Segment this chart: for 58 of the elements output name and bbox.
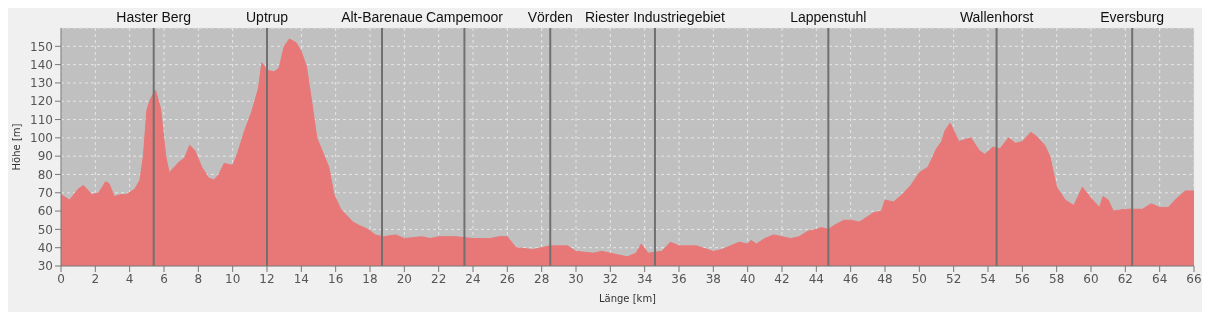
x-tick-label: 24 xyxy=(465,271,481,286)
x-axis-title: Länge [km] xyxy=(598,293,657,304)
y-tick-label: 90 xyxy=(37,149,53,164)
y-tick-label: 70 xyxy=(37,186,53,201)
x-tick-label: 28 xyxy=(534,271,550,286)
x-tick-label: 30 xyxy=(568,271,584,286)
x-tick-label: 18 xyxy=(362,271,378,286)
ref-line-label: Vörden xyxy=(527,9,573,25)
x-tick-label: 54 xyxy=(980,271,996,286)
x-tick-label: 20 xyxy=(396,271,412,286)
ref-line-label: Riester Industriegebiet xyxy=(584,9,726,25)
ref-line-label: Campemoor xyxy=(425,9,504,25)
x-tick-label: 0 xyxy=(57,271,65,286)
x-tick-label: 14 xyxy=(293,271,309,286)
x-tick-label: 42 xyxy=(774,271,790,286)
x-tick-label: 16 xyxy=(328,271,344,286)
x-tick-label: 6 xyxy=(160,271,168,286)
y-tick-label: 50 xyxy=(37,222,53,237)
ref-line-label: Uptrup xyxy=(245,9,289,25)
y-tick-label: 100 xyxy=(30,131,53,146)
x-tick-label: 66 xyxy=(1186,271,1202,286)
x-tick-label: 22 xyxy=(431,271,447,286)
x-tick-label: 4 xyxy=(125,271,134,286)
y-tick-label: 40 xyxy=(37,240,53,255)
x-tick-label: 62 xyxy=(1117,271,1133,286)
x-tick-label: 44 xyxy=(808,271,824,286)
y-tick-label: 120 xyxy=(30,94,53,109)
x-tick-label: 46 xyxy=(843,271,859,286)
x-tick-label: 36 xyxy=(671,271,687,286)
y-tick-label: 80 xyxy=(37,167,53,182)
y-tick-label: 30 xyxy=(37,259,53,274)
x-tick-label: 8 xyxy=(194,271,203,286)
x-tick-label: 2 xyxy=(91,271,100,286)
x-tick-label: 38 xyxy=(705,271,721,286)
y-tick-label: 130 xyxy=(30,76,53,91)
x-tick-label: 34 xyxy=(637,271,653,286)
ref-line-label: Lappenstuhl xyxy=(790,9,867,25)
x-tick-label: 52 xyxy=(946,271,962,286)
x-tick-label: 26 xyxy=(499,271,515,286)
x-tick-label: 12 xyxy=(259,271,275,286)
x-tick-label: 32 xyxy=(602,271,618,286)
y-tick-label: 60 xyxy=(37,204,53,219)
ref-line-label: Alt-Barenaue xyxy=(341,9,424,25)
x-tick-label: 60 xyxy=(1083,271,1099,286)
x-tick-label: 48 xyxy=(877,271,893,286)
x-tick-label: 50 xyxy=(911,271,927,286)
y-tick-label: 150 xyxy=(30,39,53,54)
x-tick-label: 58 xyxy=(1049,271,1065,286)
ref-line-label: Haster Berg xyxy=(116,9,192,25)
x-tick-label: 64 xyxy=(1152,271,1168,286)
x-tick-label: 40 xyxy=(740,271,756,286)
x-tick-label: 10 xyxy=(225,271,241,286)
ref-line-label: Eversburg xyxy=(1100,9,1165,25)
ref-line-label: Wallenhorst xyxy=(959,9,1034,25)
y-tick-label: 110 xyxy=(30,112,53,127)
y-tick-label: 140 xyxy=(30,57,53,72)
x-tick-label: 56 xyxy=(1014,271,1030,286)
y-axis-title: Höhe [m] xyxy=(10,123,22,171)
